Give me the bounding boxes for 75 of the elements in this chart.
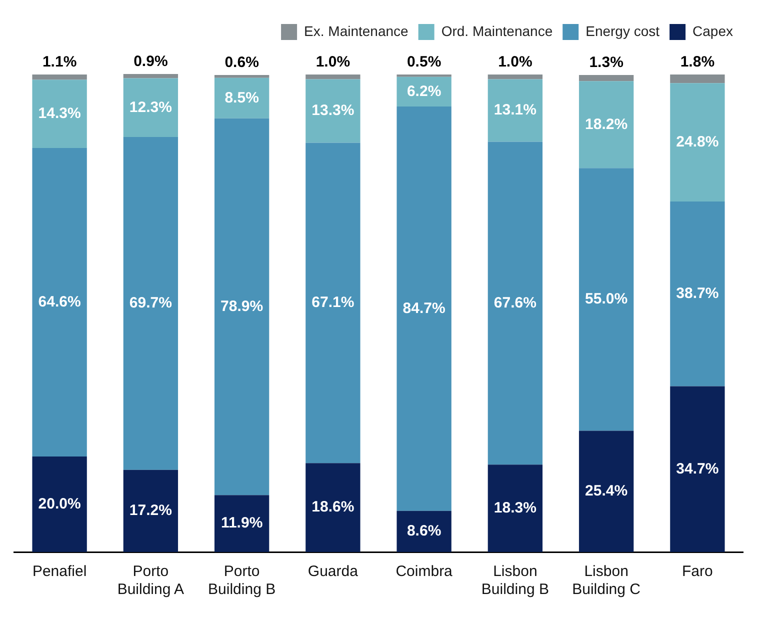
bar <box>670 386 725 552</box>
bar <box>396 74 452 77</box>
bar <box>578 81 634 168</box>
data-label: 64.6% <box>38 293 81 310</box>
bar <box>123 137 178 470</box>
bar <box>306 74 360 80</box>
data-label: 78.9% <box>220 298 264 315</box>
x-tick-label: Porto Building A <box>117 563 184 598</box>
data-label: 1.1% <box>42 54 77 71</box>
data-label: 18.6% <box>312 498 354 516</box>
data-label: 25.4% <box>585 482 628 500</box>
bar <box>123 74 178 78</box>
bar <box>123 78 178 138</box>
bar <box>306 463 360 552</box>
bar <box>32 148 87 456</box>
data-label: 67.6% <box>494 294 536 312</box>
bar <box>488 464 543 552</box>
data-label: 38.7% <box>676 285 719 302</box>
bar <box>670 83 725 202</box>
legend-label: Ord. Maintenance <box>441 22 553 39</box>
x-tick-label: Guarda <box>308 563 359 580</box>
bar <box>396 510 452 552</box>
legend-label: Energy cost <box>586 22 660 39</box>
data-label: 13.3% <box>312 102 354 120</box>
bar <box>578 168 634 431</box>
x-tick-label: Porto Building B <box>208 563 276 598</box>
bar <box>32 74 87 80</box>
data-label: 69.7% <box>129 294 172 312</box>
data-label: 13.1% <box>494 102 536 119</box>
data-label: 84.7% <box>402 300 446 317</box>
bar <box>578 430 634 552</box>
data-label: 1.8% <box>680 54 715 71</box>
bar <box>396 106 452 511</box>
bar <box>214 495 270 552</box>
bar <box>214 74 270 78</box>
bar <box>306 142 360 464</box>
data-label: 17.2% <box>129 502 172 520</box>
data-label: 0.6% <box>224 54 259 72</box>
legend-label: Ex. Maintenance <box>304 22 409 39</box>
bar <box>32 80 87 148</box>
bar <box>306 79 360 143</box>
data-label: 6.2% <box>406 82 442 100</box>
x-tick-label: Coimbra <box>396 563 454 580</box>
bar <box>670 74 725 84</box>
bar <box>123 470 178 552</box>
data-label: 18.3% <box>494 499 536 516</box>
data-label: 8.6% <box>406 522 442 540</box>
bar <box>214 118 270 496</box>
data-label: 18.2% <box>585 116 628 133</box>
bar <box>488 142 543 465</box>
legend-label: Capex <box>692 22 733 39</box>
bar <box>488 74 543 80</box>
data-label: 67.1% <box>312 294 354 312</box>
data-label: 1.0% <box>316 54 350 71</box>
data-label: 0.9% <box>134 53 168 70</box>
bar <box>578 74 634 82</box>
bar <box>32 456 87 552</box>
data-label: 0.5% <box>406 54 442 71</box>
bar <box>670 202 725 386</box>
x-tick-label: Penafiel <box>32 563 87 580</box>
data-label: 34.7% <box>676 460 719 478</box>
data-label: 1.0% <box>498 54 532 71</box>
x-tick-label: Lisbon Building C <box>572 563 641 598</box>
data-label: 12.3% <box>129 98 172 116</box>
data-label: 14.3% <box>38 105 81 122</box>
x-tick-label: Lisbon Building B <box>481 563 549 598</box>
data-label: 8.5% <box>224 89 259 106</box>
data-label: 11.9% <box>220 514 263 532</box>
data-label: 1.3% <box>589 54 624 72</box>
bar <box>214 78 270 118</box>
x-tick-label: Faro <box>682 563 713 580</box>
data-label: 24.8% <box>676 133 719 150</box>
data-label: 20.0% <box>38 495 81 512</box>
bar <box>488 79 543 142</box>
data-label: 55.0% <box>585 290 628 308</box>
